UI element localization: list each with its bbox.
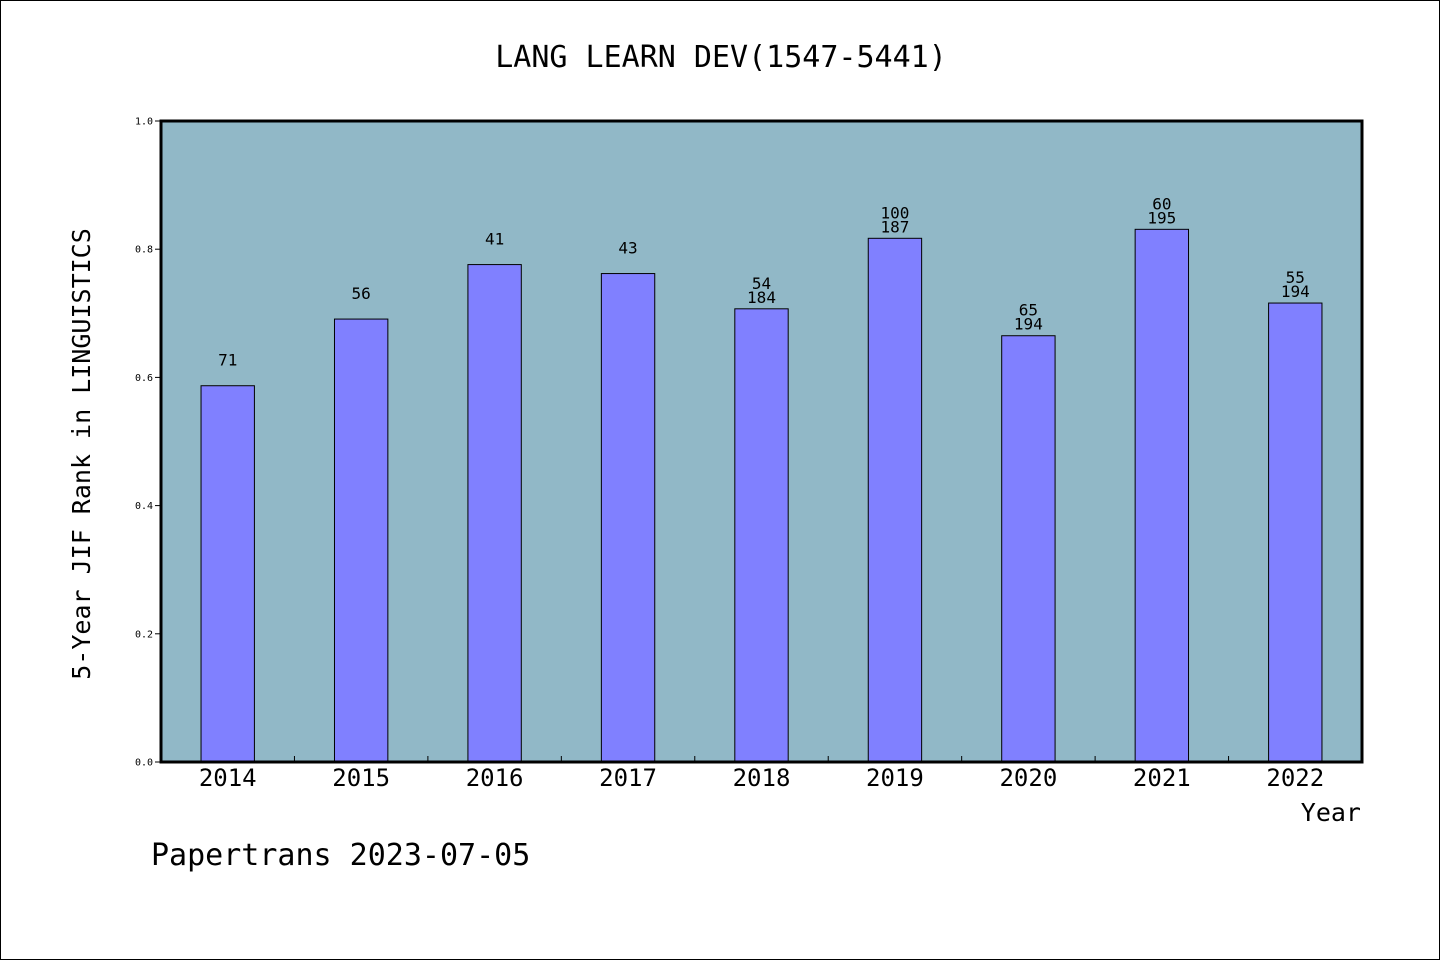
bar-2017 xyxy=(600,273,656,763)
bar-2014 xyxy=(200,385,255,763)
data-label: 184 xyxy=(747,288,776,307)
x-tick-label: 2019 xyxy=(866,764,924,792)
y-tick-label: 0.0 xyxy=(135,758,153,769)
x-tick-label: 2014 xyxy=(199,764,257,792)
data-label: 194 xyxy=(1281,282,1310,301)
y-axis-label: 5-Year JIF Rank in LINGUISTICS xyxy=(67,228,96,680)
data-label: 71 xyxy=(218,351,237,370)
y-tick-label: 0.6 xyxy=(135,373,153,384)
data-label: 60 xyxy=(1152,194,1171,213)
x-tick-label: 2016 xyxy=(466,764,524,792)
x-tick-label: 2020 xyxy=(999,764,1057,792)
y-axis: 0.0 0.2 0.4 0.6 0.8 1.0 xyxy=(135,117,161,769)
x-tick-label: 2015 xyxy=(332,764,390,792)
y-tick-label: 0.8 xyxy=(135,245,153,256)
y-tick-label: 1.0 xyxy=(135,117,153,128)
y-tick-label: 0.2 xyxy=(135,629,153,640)
data-label: 41 xyxy=(485,230,504,249)
data-label: 65 xyxy=(1019,301,1038,320)
data-label: 54 xyxy=(752,274,771,293)
x-tick-label: 2018 xyxy=(733,764,791,792)
plot-border xyxy=(159,119,1364,764)
bar-2018 xyxy=(734,308,789,763)
chart-title: LANG LEARN DEV(1547-5441) xyxy=(495,40,947,75)
x-axis-label: Year xyxy=(1301,798,1361,827)
y-tick-label: 0.4 xyxy=(135,501,153,512)
x-tick-label: 2017 xyxy=(599,764,657,792)
data-label: 43 xyxy=(618,239,637,258)
bar-2019 xyxy=(867,237,923,763)
x-tick-label: 2022 xyxy=(1266,764,1324,792)
x-tick-label: 2021 xyxy=(1133,764,1191,792)
bars xyxy=(200,228,1323,763)
bar-2021 xyxy=(1134,228,1190,763)
data-label: 187 xyxy=(880,217,909,236)
data-label: 55 xyxy=(1286,268,1305,287)
data-label: 100 xyxy=(880,203,909,222)
bar-2015 xyxy=(333,318,389,763)
bar-2020 xyxy=(1001,335,1056,763)
bar-2022 xyxy=(1268,302,1323,763)
data-label: 56 xyxy=(352,284,371,303)
data-label: 195 xyxy=(1147,208,1176,227)
footer-text: Papertrans 2023-07-05 xyxy=(151,838,530,873)
x-axis: 2014 2015 2016 2017 2018 2019 2020 2021 2022 xyxy=(199,756,1324,792)
bar-2016 xyxy=(467,264,522,763)
data-label: 194 xyxy=(1014,315,1043,334)
